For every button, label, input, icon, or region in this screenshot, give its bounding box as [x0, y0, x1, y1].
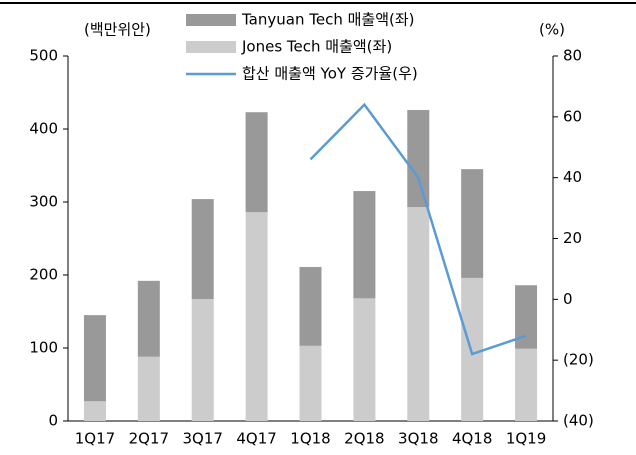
bar-segment — [461, 169, 484, 278]
bar-segment — [353, 191, 376, 299]
bar-segment — [83, 315, 106, 402]
y2-tick-label: 20 — [563, 229, 582, 247]
bar-segment — [137, 280, 160, 357]
y-tick-label: 100 — [29, 339, 58, 357]
x-tick-label: 4Q18 — [452, 430, 492, 448]
y2-tick-label: 60 — [563, 107, 582, 125]
x-tick-label: 4Q17 — [236, 430, 276, 448]
y-axis-label: (백만위안) — [84, 21, 151, 39]
y-tick-label: 300 — [29, 193, 58, 211]
y2-tick-label: 0 — [563, 290, 573, 308]
bar-segment — [407, 110, 430, 208]
bar-segment — [245, 112, 268, 213]
y2-tick-label: 80 — [563, 47, 582, 65]
y-tick-label: 500 — [29, 47, 58, 65]
bar-segment — [137, 356, 160, 421]
bar-segment — [191, 299, 214, 421]
line-series — [309, 102, 527, 356]
bar-segment — [245, 212, 268, 421]
legend-swatch — [186, 41, 236, 53]
x-tick-label: 3Q17 — [183, 430, 223, 448]
x-tick-label: 2Q17 — [129, 430, 169, 448]
y-tick-label: 200 — [29, 266, 58, 284]
bar-segment — [407, 207, 430, 421]
bar-segment — [191, 199, 214, 300]
y-tick-label: 400 — [29, 120, 58, 138]
legend-label: 합산 매출액 YoY 증가율(우) — [242, 65, 418, 83]
y2-tick-label: 40 — [563, 168, 582, 186]
y2-tick-label: (40) — [563, 412, 594, 430]
x-tick-label: 2Q18 — [344, 430, 384, 448]
bar-segment — [353, 298, 376, 421]
x-tick-label: 1Q18 — [290, 430, 330, 448]
bar-segment — [83, 401, 106, 421]
legend-label: Tanyuan Tech 매출액(좌) — [241, 11, 415, 29]
bar-segment — [461, 277, 484, 421]
bar-segment — [515, 285, 538, 349]
x-tick-label: 1Q19 — [506, 430, 546, 448]
legend-label: Jones Tech 매출액(좌) — [241, 38, 392, 56]
y2-axis-label: (%) — [539, 21, 565, 39]
bar-segment — [299, 266, 322, 346]
x-tick-label: 3Q18 — [398, 430, 438, 448]
x-tick-label: 1Q17 — [75, 430, 115, 448]
y-tick-label: 0 — [48, 412, 58, 430]
y2-tick-label: (20) — [563, 351, 594, 369]
bar-segment — [299, 345, 322, 421]
legend-swatch — [186, 14, 236, 26]
bar-segment — [515, 348, 538, 421]
